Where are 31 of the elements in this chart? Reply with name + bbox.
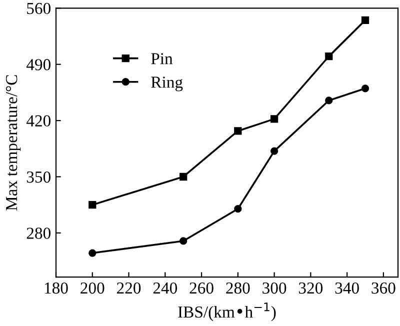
point — [325, 96, 333, 104]
point — [361, 84, 370, 92]
y-tick-label: 280 — [26, 228, 51, 239]
x-tick-label: 220 — [117, 282, 141, 294]
point — [234, 205, 242, 213]
x-tick-label: 300 — [262, 282, 286, 294]
point — [180, 237, 188, 245]
point — [270, 115, 278, 123]
point — [88, 249, 96, 257]
legend-label: Pin — [151, 53, 173, 64]
x-tick-label: 320 — [298, 282, 323, 294]
x-tick-label: 340 — [335, 282, 359, 294]
point — [270, 147, 278, 155]
y-tick-label: 350 — [26, 171, 51, 183]
x-tick-label: 240 — [153, 282, 178, 294]
legend-label: Ring — [151, 76, 183, 92]
x-axis-title: IBS/(km•h$^{−1}$) — [178, 302, 276, 322]
x-tick-label: 180 — [44, 282, 68, 294]
point — [234, 127, 242, 135]
x-tick-label: 360 — [372, 282, 396, 294]
y-axis-title: Max temperature/°C — [6, 75, 21, 211]
x-tick-label: 260 — [190, 282, 214, 294]
point — [361, 16, 370, 24]
point — [180, 172, 188, 181]
point — [88, 201, 96, 209]
y-tick-label: 560 — [27, 2, 51, 14]
x-tick-label: 280 — [226, 282, 250, 294]
point — [325, 52, 333, 60]
x-tick-label: 200 — [80, 282, 104, 294]
y-tick-label: 490 — [26, 59, 51, 70]
y-tick-label: 420 — [26, 115, 51, 126]
